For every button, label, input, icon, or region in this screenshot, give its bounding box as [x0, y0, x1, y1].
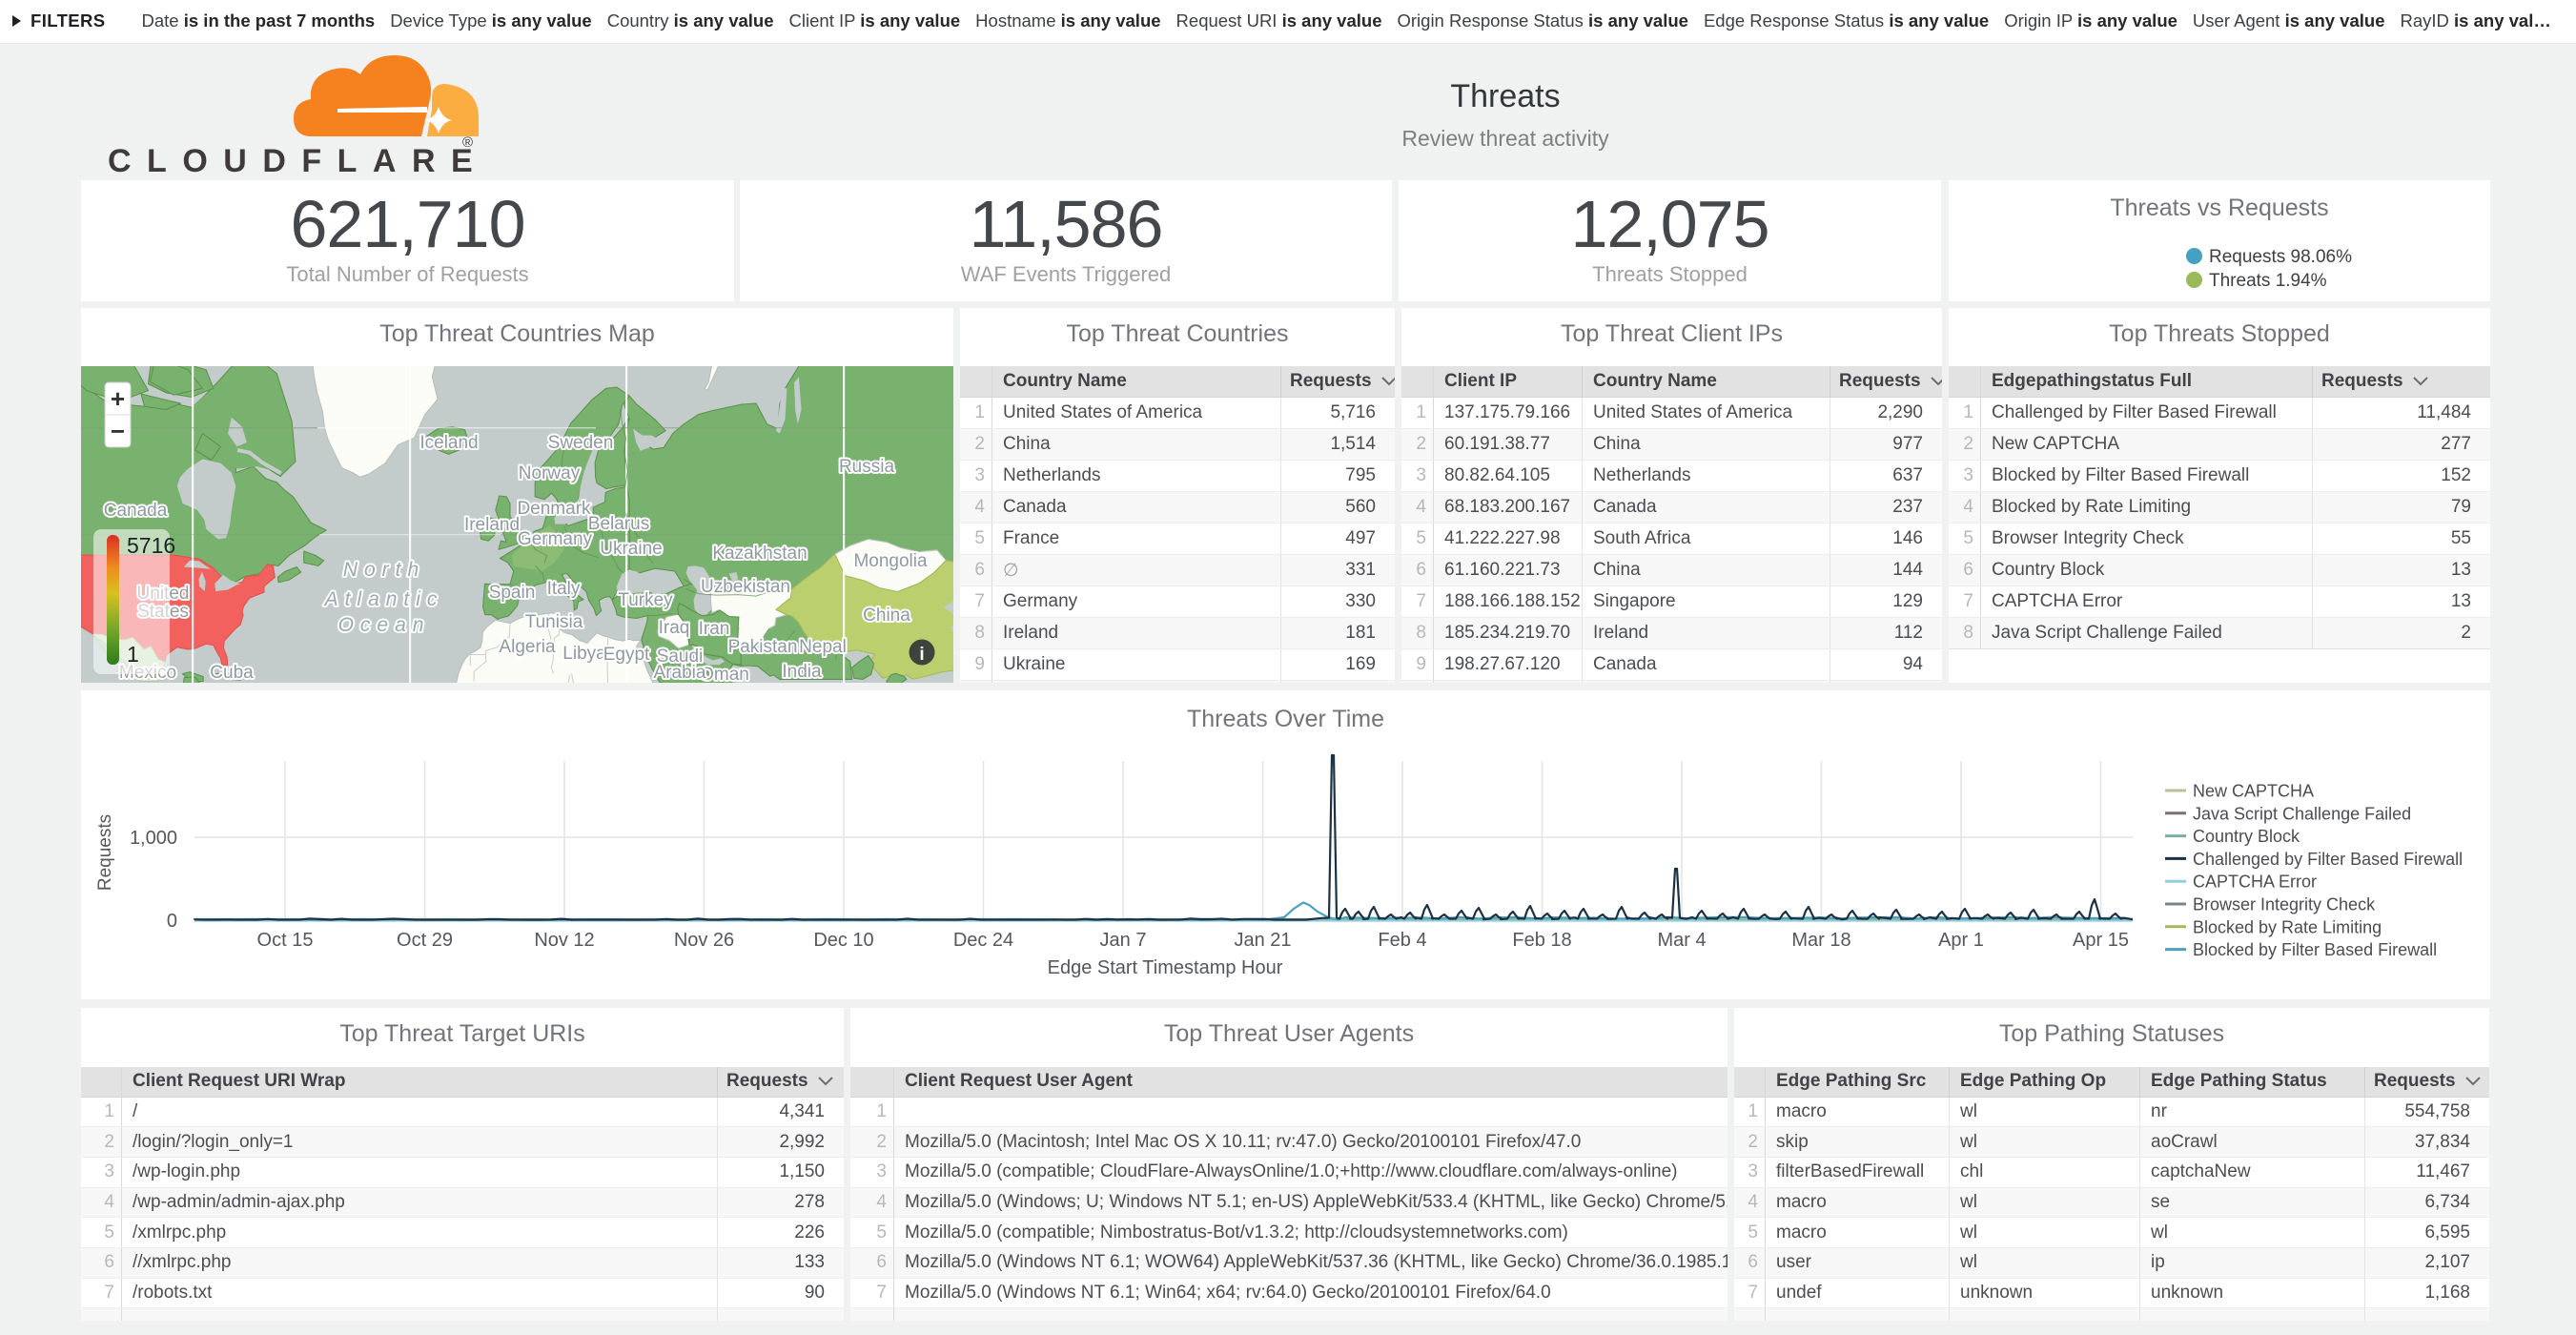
svg-text:Mongolia: Mongolia: [853, 551, 928, 571]
svg-text:5716: 5716: [127, 533, 175, 558]
svg-text:Libya: Libya: [562, 644, 606, 664]
svg-text:CLOUDFLARE: CLOUDFLARE: [108, 143, 484, 175]
svg-text:Apr 1: Apr 1: [1938, 930, 1984, 951]
svg-text:Feb 4: Feb 4: [1378, 930, 1426, 951]
svg-text:Nov 26: Nov 26: [674, 930, 734, 951]
svg-text:Oct 15: Oct 15: [257, 930, 314, 951]
svg-text:Ocean: Ocean: [338, 614, 431, 636]
svg-text:Denmark: Denmark: [517, 499, 591, 519]
svg-text:Browser Integrity Check: Browser Integrity Check: [2193, 895, 2376, 914]
svg-text:North: North: [343, 559, 425, 581]
svg-text:New CAPTCHA: New CAPTCHA: [2193, 782, 2314, 801]
svg-text:−: −: [111, 417, 125, 445]
svg-text:Nepal: Nepal: [799, 637, 847, 657]
svg-text:Arabia: Arabia: [654, 663, 706, 683]
svg-text:Belarus: Belarus: [588, 514, 649, 534]
svg-text:Oman: Oman: [700, 665, 749, 683]
svg-text:Italy: Italy: [547, 579, 581, 599]
svg-text:1: 1: [127, 642, 139, 667]
svg-text:Blocked by Filter Based Firewa: Blocked by Filter Based Firewall: [2193, 940, 2437, 959]
svg-text:China: China: [863, 606, 910, 626]
svg-text:Mar 4: Mar 4: [1657, 930, 1706, 951]
svg-text:Mar 18: Mar 18: [1791, 930, 1850, 951]
svg-text:Requests: Requests: [95, 814, 115, 891]
svg-text:Norway: Norway: [519, 463, 581, 483]
svg-text:Blocked by Rate Limiting: Blocked by Rate Limiting: [2193, 917, 2382, 936]
svg-text:Egypt: Egypt: [603, 645, 650, 665]
svg-text:i: i: [919, 645, 924, 665]
svg-text:0: 0: [167, 911, 177, 932]
svg-text:Canada: Canada: [104, 501, 168, 521]
svg-text:+: +: [111, 384, 125, 413]
svg-text:Java Script Challenge Failed: Java Script Challenge Failed: [2193, 804, 2411, 823]
svg-text:Atlantic: Atlantic: [323, 588, 444, 610]
svg-text:Kazakhstan: Kazakhstan: [712, 544, 807, 564]
svg-text:Russia: Russia: [839, 457, 895, 477]
svg-text:Oct 29: Oct 29: [397, 930, 453, 951]
svg-text:CAPTCHA Error: CAPTCHA Error: [2193, 873, 2317, 892]
svg-text:Iraq: Iraq: [659, 618, 690, 638]
svg-text:Challenged by Filter Based Fir: Challenged by Filter Based Firewall: [2193, 850, 2463, 869]
svg-text:Feb 18: Feb 18: [1512, 930, 1571, 951]
svg-text:Tunisia: Tunisia: [525, 612, 583, 632]
svg-text:Jan 7: Jan 7: [1100, 930, 1147, 951]
svg-text:Germany: Germany: [518, 529, 593, 549]
svg-text:Uzbekistan: Uzbekistan: [701, 577, 790, 597]
svg-text:®: ®: [462, 134, 473, 151]
svg-text:Edge Start Timestamp Hour: Edge Start Timestamp Hour: [1048, 957, 1283, 978]
svg-text:India: India: [782, 662, 822, 682]
svg-text:Sweden: Sweden: [548, 433, 614, 453]
svg-text:Dec 10: Dec 10: [813, 930, 873, 951]
svg-text:Nov 12: Nov 12: [534, 930, 594, 951]
svg-text:Country Block: Country Block: [2193, 827, 2300, 846]
svg-text:Apr 15: Apr 15: [2073, 930, 2129, 951]
svg-text:Iran: Iran: [699, 619, 730, 639]
svg-text:1,000: 1,000: [130, 828, 177, 849]
svg-text:Jan 21: Jan 21: [1234, 930, 1291, 951]
svg-text:Saudi: Saudi: [657, 647, 704, 667]
svg-text:Iceland: Iceland: [419, 433, 478, 453]
svg-text:Pakistan: Pakistan: [728, 637, 798, 657]
svg-text:Spain: Spain: [489, 583, 536, 603]
svg-text:Turkey: Turkey: [618, 590, 673, 610]
svg-text:Ireland: Ireland: [464, 515, 520, 535]
svg-text:Ukraine: Ukraine: [600, 539, 662, 559]
svg-text:Cuba: Cuba: [210, 663, 254, 683]
svg-text:Algeria: Algeria: [499, 637, 556, 657]
svg-text:Dec 24: Dec 24: [953, 930, 1013, 951]
